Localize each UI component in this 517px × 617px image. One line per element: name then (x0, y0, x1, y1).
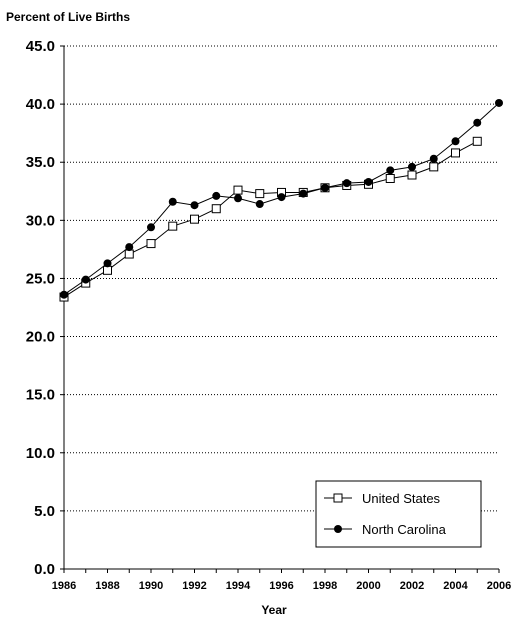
data-point-square (255, 189, 265, 199)
y-tick-labels: 0.0 5.0 10.0 15.0 20.0 25.0 30.0 35.0 40.0 45.0 (26, 38, 55, 578)
legend-item: North Carolina (324, 522, 447, 537)
y-axis-title: Percent of Live Births (6, 10, 130, 24)
data-point-circle (190, 201, 199, 210)
data-point-circle (255, 200, 264, 209)
data-point-circle (81, 275, 90, 284)
data-point-square (451, 148, 460, 158)
data-point-square (190, 214, 199, 224)
y-tick-label: 15.0 (26, 387, 55, 404)
y-tick-label: 45.0 (26, 38, 55, 55)
data-point-circle (299, 189, 308, 198)
legend-item: United States (324, 491, 441, 506)
x-tick-labels: 1986 1988 1990 1992 1994 1996 1998 2000 2002 2004… (52, 580, 511, 592)
data-point-square (385, 173, 395, 183)
y-tick-label: 40.0 (26, 96, 55, 113)
data-point-circle (364, 177, 373, 186)
grid-lines (64, 45, 499, 512)
x-tick-label: 1988 (95, 580, 119, 592)
data-point-circle (234, 194, 242, 203)
data-point-square (333, 493, 343, 503)
data-point-circle (386, 166, 395, 175)
data-point-square (103, 265, 112, 275)
data-point-circle (147, 223, 155, 232)
x-tick-label: 2000 (356, 580, 380, 592)
legend: United States North Carolina (315, 480, 482, 548)
legend-label: United States (362, 491, 441, 506)
data-point-square (233, 185, 243, 195)
x-tick-label: 1994 (226, 580, 251, 592)
data-point-circle (277, 193, 286, 202)
data-point-circle (125, 243, 134, 252)
x-axis-title: Year (261, 603, 287, 617)
y-tick-label: 0.0 (34, 561, 55, 578)
legend-box (315, 480, 482, 548)
data-point-circle (60, 290, 68, 299)
data-point-circle (334, 525, 342, 533)
y-tick-label: 25.0 (26, 270, 55, 287)
series-group (59, 98, 503, 302)
y-tick-label: 35.0 (26, 154, 55, 171)
data-point-square (429, 162, 439, 172)
x-tick-label: 2002 (400, 580, 424, 592)
x-tick-label: 1990 (139, 580, 163, 592)
y-tick-label: 5.0 (34, 503, 55, 520)
data-point-circle (429, 154, 438, 163)
x-tick-label: 2006 (487, 580, 511, 592)
data-point-circle (212, 191, 221, 200)
x-tick-label: 1998 (313, 580, 337, 592)
data-point-square (146, 239, 156, 249)
series-north-carolina (60, 98, 503, 299)
data-point-circle (168, 197, 177, 206)
data-point-circle (321, 183, 329, 192)
x-tick-label: 2004 (443, 580, 468, 592)
data-point-circle (495, 98, 503, 107)
data-point-circle (408, 162, 416, 171)
y-tick-label: 10.0 (26, 445, 55, 462)
y-tick-label: 20.0 (26, 329, 55, 346)
data-point-square (211, 204, 221, 214)
data-point-square (168, 221, 178, 231)
x-tick-label: 1992 (182, 580, 206, 592)
y-tick-label: 30.0 (26, 212, 55, 229)
data-point-circle (103, 259, 112, 268)
x-tick-label: 1986 (52, 580, 76, 592)
data-point-square (407, 170, 417, 180)
data-point-circle (451, 137, 460, 146)
data-point-circle (342, 179, 351, 188)
axes (60, 45, 500, 573)
legend-label: North Carolina (362, 522, 447, 537)
data-point-circle (473, 118, 482, 127)
data-point-square (472, 136, 482, 146)
data-point-square (124, 249, 134, 259)
x-tick-label: 1996 (269, 580, 293, 592)
